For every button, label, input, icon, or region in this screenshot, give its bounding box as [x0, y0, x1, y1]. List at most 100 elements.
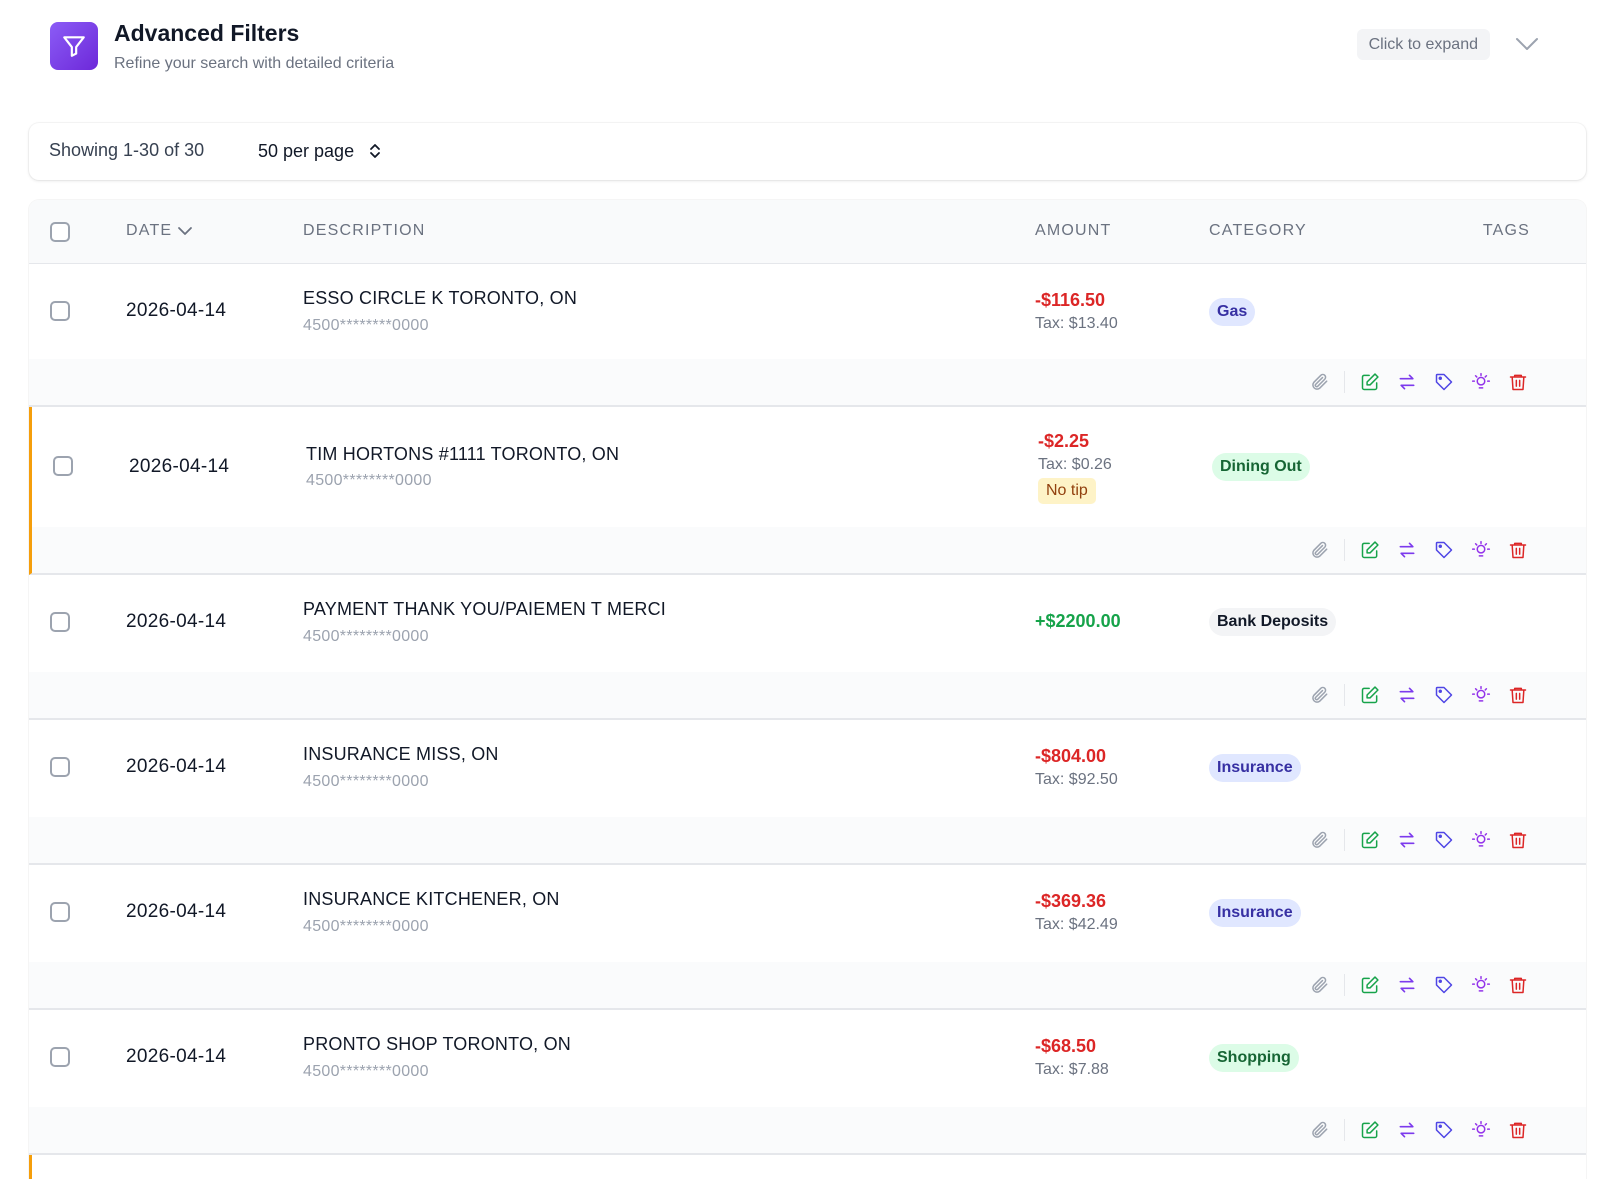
row-date: 2026-04-14: [129, 456, 230, 477]
lightbulb-icon[interactable]: [1469, 973, 1493, 997]
lightbulb-icon[interactable]: [1469, 683, 1493, 707]
transfer-icon[interactable]: [1395, 1118, 1419, 1142]
trash-icon[interactable]: [1506, 370, 1530, 394]
row-actions-strip: [32, 527, 1586, 573]
row-description: TIM HORTONS #1111 TORONTO, ON: [306, 444, 620, 464]
row-description: ESSO CIRCLE K TORONTO, ON: [303, 288, 578, 308]
row-description: PAYMENT THANK YOU/PAIEMEN T MERCI: [303, 599, 667, 619]
row-description: INSURANCE MISS, ON: [303, 744, 499, 764]
transfer-icon[interactable]: [1395, 973, 1419, 997]
filters-title: Advanced Filters: [114, 20, 300, 46]
column-date[interactable]: DATE: [126, 222, 173, 239]
row-checkbox[interactable]: [50, 612, 70, 632]
paperclip-icon[interactable]: [1308, 370, 1332, 394]
tag-icon[interactable]: [1432, 973, 1456, 997]
category-badge[interactable]: Bank Deposits: [1209, 608, 1337, 636]
lightbulb-icon[interactable]: [1469, 828, 1493, 852]
trash-icon[interactable]: [1506, 973, 1530, 997]
paperclip-icon[interactable]: [1308, 828, 1332, 852]
action-divider: [1344, 974, 1345, 996]
row-actions: [1295, 1118, 1530, 1142]
tag-icon[interactable]: [1432, 1118, 1456, 1142]
chevron-down-icon[interactable]: [1514, 34, 1540, 54]
row-card-number: 4500********0000: [303, 628, 429, 645]
edit-icon[interactable]: [1358, 973, 1382, 997]
row-card-number: 4500********0000: [303, 773, 429, 790]
row-checkbox[interactable]: [53, 456, 73, 476]
row-card-number: 4500********0000: [303, 317, 429, 334]
transfer-icon[interactable]: [1395, 683, 1419, 707]
category-badge[interactable]: Insurance: [1209, 899, 1301, 927]
tip-badge: No tip: [1038, 478, 1096, 504]
row-date: 2026-04-14: [126, 1046, 227, 1067]
column-tags: TAGS: [1482, 222, 1530, 239]
row-checkbox[interactable]: [50, 757, 70, 777]
category-badge[interactable]: Gas: [1209, 298, 1256, 326]
tag-icon[interactable]: [1432, 828, 1456, 852]
column-amount: AMOUNT: [1035, 222, 1112, 239]
table-row[interactable]: 2026-04-14 INSURANCE KITCHENER, ON 4500*…: [29, 865, 1586, 1010]
per-page-select[interactable]: 50 per page: [258, 136, 382, 166]
trash-icon[interactable]: [1506, 828, 1530, 852]
filter-icon: [50, 22, 98, 70]
category-badge[interactable]: Insurance: [1209, 754, 1301, 782]
action-divider: [1344, 539, 1345, 561]
tag-icon[interactable]: [1432, 538, 1456, 562]
row-actions: [1295, 828, 1530, 852]
select-all-checkbox[interactable]: [50, 222, 70, 242]
paperclip-icon[interactable]: [1308, 973, 1332, 997]
tag-icon[interactable]: [1432, 683, 1456, 707]
trash-icon[interactable]: [1506, 1118, 1530, 1142]
transfer-icon[interactable]: [1395, 538, 1419, 562]
paperclip-icon[interactable]: [1308, 683, 1332, 707]
row-tax: Tax: $7.88: [1035, 1061, 1109, 1078]
per-page-label: 50 per page: [258, 141, 355, 161]
lightbulb-icon[interactable]: [1469, 1118, 1493, 1142]
transfer-icon[interactable]: [1395, 370, 1419, 394]
lightbulb-icon[interactable]: [1469, 370, 1493, 394]
row-card-number: 4500********0000: [303, 1063, 429, 1080]
row-tax: Tax: $42.49: [1035, 916, 1118, 933]
edit-icon[interactable]: [1358, 538, 1382, 562]
sort-chevron-icon[interactable]: [177, 225, 193, 237]
row-date: 2026-04-14: [126, 611, 227, 632]
row-description: INSURANCE KITCHENER, ON: [303, 889, 560, 909]
paperclip-icon[interactable]: [1308, 538, 1332, 562]
category-badge[interactable]: Dining Out: [1212, 453, 1310, 481]
table-row[interactable]: 2026-04-14 ESSO CIRCLE K TORONTO, ON 450…: [29, 264, 1586, 407]
table-row[interactable]: 2026-04-14 PAYMENT THANK YOU/PAIEMEN T M…: [29, 575, 1586, 720]
row-tax: Tax: $92.50: [1035, 771, 1118, 788]
edit-icon[interactable]: [1358, 683, 1382, 707]
row-card-number: 4500********0000: [306, 472, 432, 489]
expand-button[interactable]: Click to expand: [1356, 29, 1490, 60]
table-row[interactable]: 2026-04-14 TIM HORTONS #1111 TORONTO, ON…: [29, 407, 1586, 575]
transfer-icon[interactable]: [1395, 828, 1419, 852]
trash-icon[interactable]: [1506, 538, 1530, 562]
lightbulb-icon[interactable]: [1469, 538, 1493, 562]
category-badge[interactable]: Shopping: [1209, 1044, 1299, 1072]
row-checkbox[interactable]: [50, 902, 70, 922]
advanced-filters-header[interactable]: Advanced Filters Refine your search with…: [50, 20, 1570, 80]
edit-icon[interactable]: [1358, 370, 1382, 394]
row-amount: +$2200.00: [1035, 611, 1121, 631]
action-divider: [1344, 684, 1345, 706]
row-actions: [1295, 973, 1530, 997]
row-amount: -$68.50: [1035, 1036, 1097, 1056]
row-actions: [1295, 683, 1530, 707]
trash-icon[interactable]: [1506, 683, 1530, 707]
table-row[interactable]: 2026-04-14 PRONTO SHOP TORONTO, ON 4500*…: [29, 1010, 1586, 1155]
paperclip-icon[interactable]: [1308, 1118, 1332, 1142]
edit-icon[interactable]: [1358, 1118, 1382, 1142]
row-checkbox[interactable]: [50, 301, 70, 321]
tag-icon[interactable]: [1432, 370, 1456, 394]
filters-subtitle: Refine your search with detailed criteri…: [114, 55, 395, 72]
row-checkbox[interactable]: [50, 1047, 70, 1067]
row-amount: -$2.25: [1038, 431, 1090, 451]
table-row[interactable]: 2026-04-14 INSURANCE MISS, ON 4500******…: [29, 720, 1586, 865]
select-updown-icon: [370, 144, 380, 158]
edit-icon[interactable]: [1358, 828, 1382, 852]
table-row[interactable]: [29, 1155, 1586, 1179]
showing-count: Showing 1-30 of 30: [49, 140, 205, 160]
row-amount: -$369.36: [1035, 891, 1107, 911]
table-header: DATE DESCRIPTION AMOUNT CATEGORY TAGS: [29, 200, 1586, 264]
